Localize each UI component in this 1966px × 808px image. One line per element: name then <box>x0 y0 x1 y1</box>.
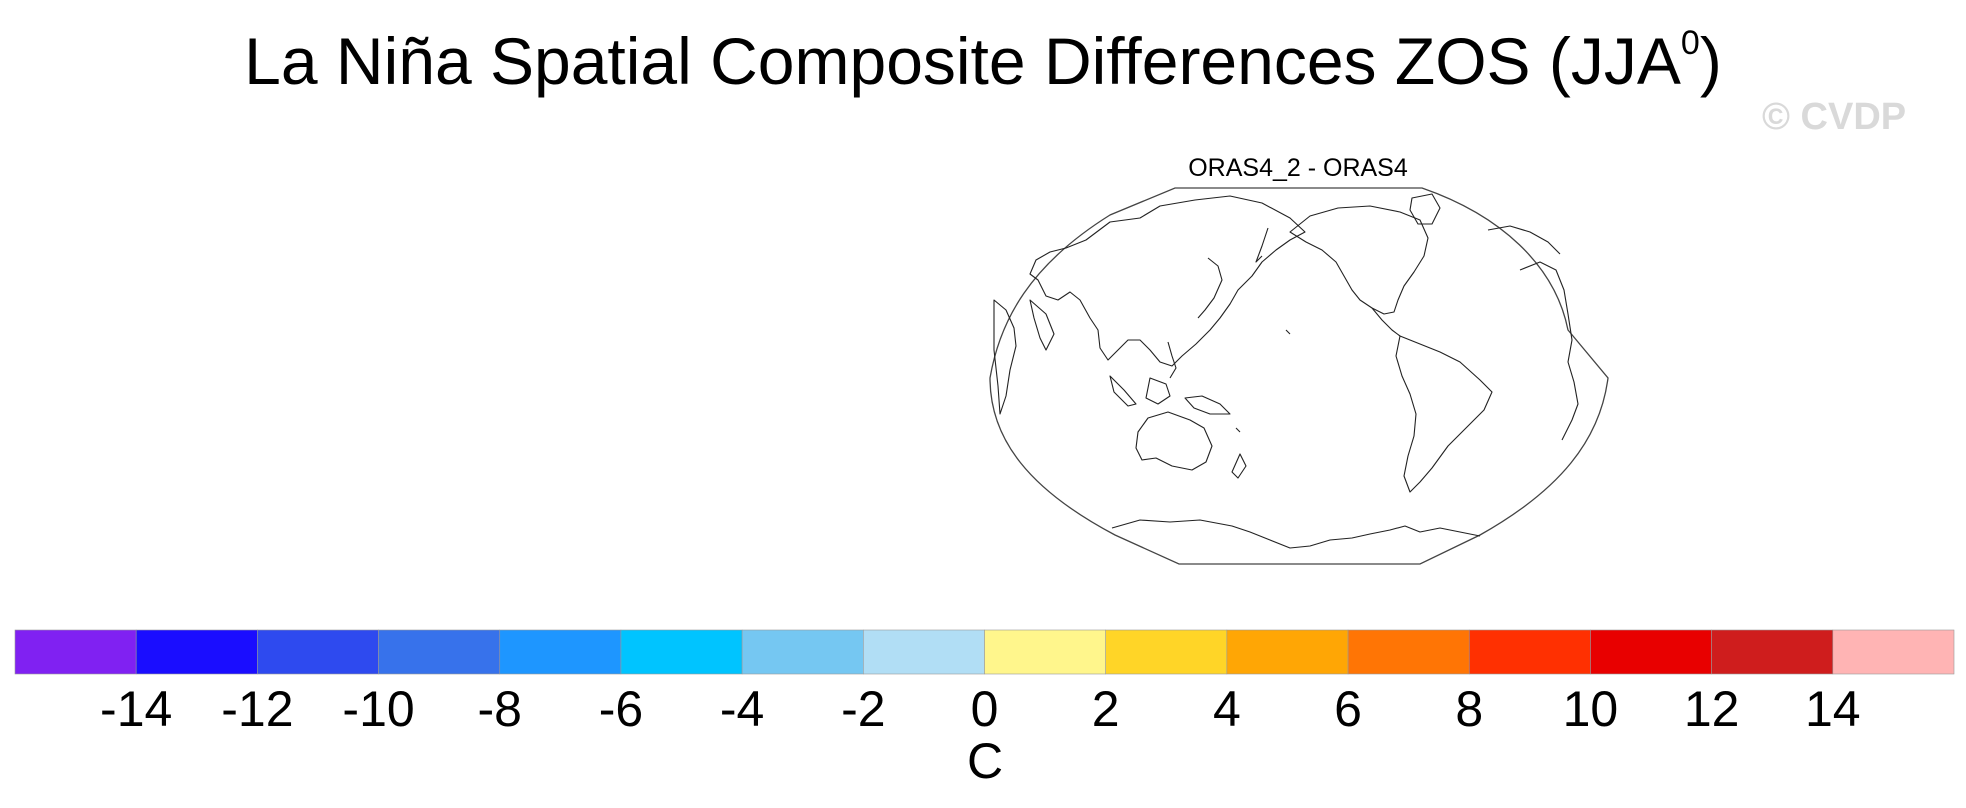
colorbar-tick-label: -10 <box>342 681 414 737</box>
colorbar-tick-label: -12 <box>221 681 293 737</box>
colorbar-tick-label: 14 <box>1805 681 1861 737</box>
central-america-coast <box>1371 307 1401 337</box>
figure-title-superscript: 0 <box>1680 24 1700 62</box>
colorbar-tick-label: -4 <box>720 681 764 737</box>
colorbar-box <box>378 629 501 675</box>
antarctica-coast <box>1111 519 1481 549</box>
japan-coast <box>1197 257 1223 319</box>
colorbar-tick-label: 6 <box>1334 681 1362 737</box>
north-america-coast <box>1289 205 1429 315</box>
map-outline <box>989 187 1609 565</box>
colorbar-box <box>1226 629 1349 675</box>
sumatra-coast <box>1109 375 1137 407</box>
colorbar-boxes <box>14 629 1955 675</box>
colorbar-box <box>1832 629 1955 675</box>
colorbar-box <box>14 629 137 675</box>
figure-title-text: La Niña Spatial Composite Differences ZO… <box>244 24 1681 98</box>
south-america-coast <box>1395 335 1493 493</box>
colorbar-box <box>499 629 622 675</box>
panel-label: ORAS4_2 - ORAS4 <box>1188 154 1408 182</box>
colorbar-tick-label: 8 <box>1455 681 1483 737</box>
map-boundary <box>989 187 1609 565</box>
new-zealand-coast <box>1231 453 1247 479</box>
kamchatka-coast <box>1255 227 1269 263</box>
colorbar-box <box>135 629 258 675</box>
figure-title: La Niña Spatial Composite Differences ZO… <box>0 26 1966 94</box>
colorbar-tick-label: -2 <box>841 681 885 737</box>
colorbar-tick-label: 2 <box>1092 681 1120 737</box>
colorbar-box <box>1105 629 1228 675</box>
africa-east-coast <box>993 299 1017 415</box>
colorbar-tick-labels: -14 -12 -10 -8 -6 -4 -2 0 2 4 6 8 10 12 14 <box>100 681 1861 737</box>
colorbar-box <box>1468 629 1591 675</box>
cvdp-watermark: © CVDP <box>1762 96 1907 138</box>
colorbar-box <box>1590 629 1712 675</box>
colorbar-box <box>863 629 985 675</box>
colorbar-box <box>1711 629 1834 675</box>
colorbar-box <box>741 629 864 675</box>
fiji-coast <box>1235 427 1241 433</box>
colorbar-box <box>984 629 1106 675</box>
colorbar-tick-label: 4 <box>1213 681 1241 737</box>
colorbar-tick-label: -14 <box>100 681 172 737</box>
europe-coast <box>1487 225 1561 255</box>
philippines-coast <box>1167 341 1177 379</box>
greenland-coast <box>1409 193 1441 225</box>
india-coast <box>1029 299 1055 351</box>
coastlines <box>993 193 1579 549</box>
colorbar-unit-label: C <box>966 733 1004 789</box>
asia-coast <box>1029 195 1306 367</box>
colorbar-tick-label: 0 <box>971 681 999 737</box>
new-guinea-coast <box>1184 395 1231 415</box>
figure-title-close: ) <box>1699 24 1722 98</box>
colorbar-box <box>1347 629 1470 675</box>
colorbar-tick-label: -8 <box>478 681 522 737</box>
hawaii-coast <box>1285 329 1291 335</box>
colorbar-tick-label: 12 <box>1684 681 1740 737</box>
colorbar-box <box>257 629 379 675</box>
colorbar-tick-label: -6 <box>599 681 643 737</box>
colorbar-box <box>620 629 743 675</box>
africa-west-coast <box>1519 261 1579 441</box>
borneo-coast <box>1145 377 1171 405</box>
australia-coast <box>1135 411 1213 471</box>
colorbar-tick-label: 10 <box>1563 681 1619 737</box>
